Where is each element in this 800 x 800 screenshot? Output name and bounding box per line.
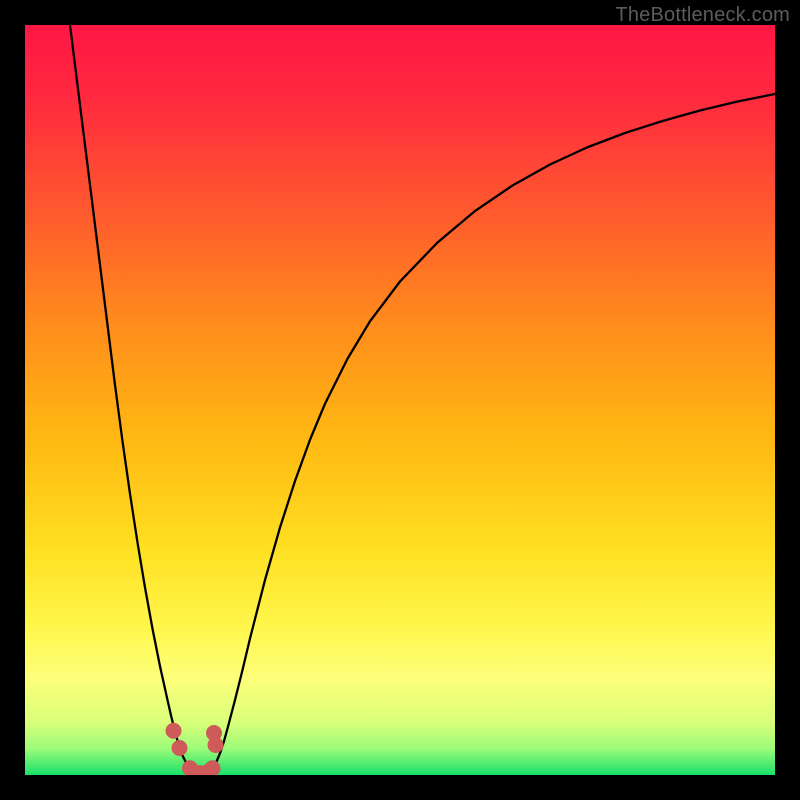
chart-frame: TheBottleneck.com — [0, 0, 800, 800]
plot-area — [25, 25, 775, 775]
chart-svg — [25, 25, 775, 775]
watermark-label: TheBottleneck.com — [615, 4, 790, 27]
